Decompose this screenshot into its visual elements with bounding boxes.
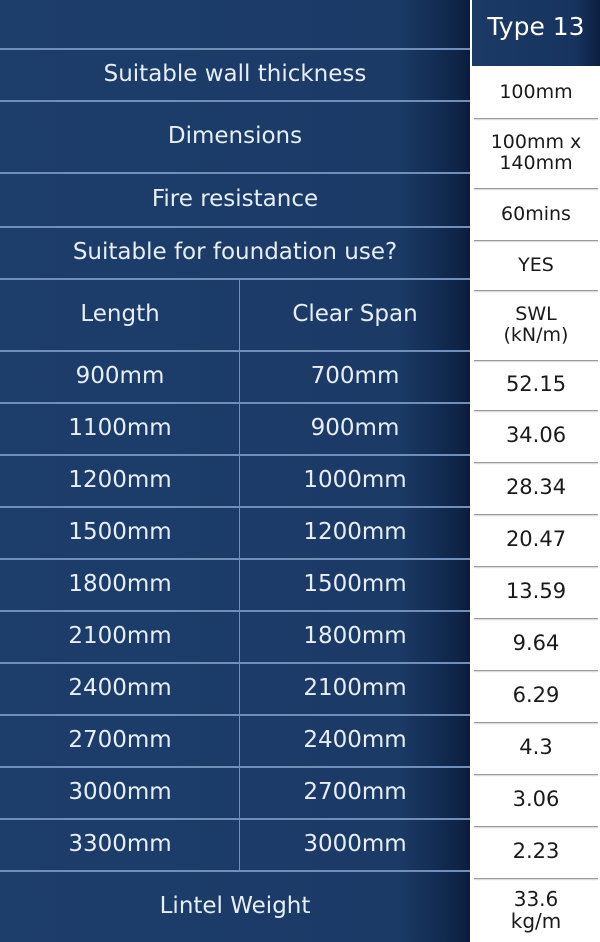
cell-length: 1100mm xyxy=(68,415,172,441)
row-divider xyxy=(0,610,470,612)
row-divider xyxy=(474,514,598,515)
row-divider xyxy=(474,118,598,119)
row-divider xyxy=(0,766,470,768)
cell-clear-span: 700mm xyxy=(310,363,400,389)
cell-swl: 20.47 xyxy=(505,527,567,552)
row-divider xyxy=(474,462,598,463)
row-divider xyxy=(474,290,598,291)
lintel-weight-label: Lintel Weight xyxy=(159,893,311,919)
row-divider xyxy=(0,558,470,560)
column-divider xyxy=(239,278,240,870)
row-divider xyxy=(0,226,470,228)
cell-length: 3000mm xyxy=(68,779,172,805)
cell-clear-span: 2100mm xyxy=(303,675,407,701)
cell-clear-span: 2400mm xyxy=(303,727,407,753)
cell-length: 1800mm xyxy=(68,571,172,597)
row-divider xyxy=(474,878,598,879)
spec-label: Fire resistance xyxy=(151,186,319,212)
cell-length: 3300mm xyxy=(68,831,172,857)
spec-value: YES xyxy=(518,253,554,276)
row-divider xyxy=(474,240,598,241)
cell-clear-span: 1000mm xyxy=(303,467,407,493)
column-header-swl: SWL (kN/m) xyxy=(503,303,569,346)
spec-label: Dimensions xyxy=(167,123,303,149)
cell-swl: 3.06 xyxy=(512,787,560,812)
cell-length: 1500mm xyxy=(68,519,172,545)
cell-clear-span: 1200mm xyxy=(303,519,407,545)
lintel-weight-value: 33.6 kg/m xyxy=(510,887,562,933)
column-header-clear-span: Clear Span xyxy=(292,301,418,327)
cell-swl: 28.34 xyxy=(505,475,567,500)
spec-label: Suitable for foundation use? xyxy=(72,239,398,265)
row-divider xyxy=(0,172,470,174)
cell-clear-span: 900mm xyxy=(310,415,400,441)
spec-label: Suitable wall thickness xyxy=(103,61,367,87)
cell-swl: 34.06 xyxy=(505,423,567,448)
row-divider xyxy=(0,506,470,508)
row-divider xyxy=(474,722,598,723)
cell-length: 900mm xyxy=(75,363,165,389)
row-divider xyxy=(0,714,470,716)
row-divider xyxy=(474,618,598,619)
cell-length: 1200mm xyxy=(68,467,172,493)
row-divider xyxy=(474,360,598,361)
cell-clear-span: 1500mm xyxy=(303,571,407,597)
column-header-length: Length xyxy=(80,301,160,327)
row-divider xyxy=(0,100,470,102)
spec-value: 100mm x 140mm xyxy=(490,131,582,174)
row-divider xyxy=(0,818,470,820)
cell-length: 2100mm xyxy=(68,623,172,649)
cell-clear-span: 3000mm xyxy=(303,831,407,857)
row-divider xyxy=(474,774,598,775)
spec-table-labels xyxy=(0,0,470,942)
type-header xyxy=(472,0,600,66)
cell-swl: 52.15 xyxy=(505,372,567,397)
row-divider xyxy=(0,870,470,872)
spec-value: 60mins xyxy=(501,202,571,225)
cell-swl: 2.23 xyxy=(512,839,560,864)
spec-value: 100mm xyxy=(499,80,573,103)
row-divider xyxy=(474,188,598,189)
row-divider xyxy=(0,402,470,404)
cell-swl: 6.29 xyxy=(512,683,560,708)
cell-swl: 9.64 xyxy=(512,631,560,656)
row-divider xyxy=(0,454,470,456)
cell-swl: 13.59 xyxy=(505,579,567,604)
row-divider xyxy=(474,670,598,671)
row-divider xyxy=(474,826,598,827)
cell-clear-span: 1800mm xyxy=(303,623,407,649)
row-divider xyxy=(0,48,470,50)
cell-clear-span: 2700mm xyxy=(303,779,407,805)
cell-length: 2400mm xyxy=(68,675,172,701)
row-divider xyxy=(0,278,470,280)
row-divider xyxy=(0,662,470,664)
row-divider xyxy=(0,350,470,352)
row-divider xyxy=(474,410,598,411)
cell-length: 2700mm xyxy=(68,727,172,753)
cell-swl: 4.3 xyxy=(519,735,553,760)
type-label: Type 13 xyxy=(487,11,585,41)
row-divider xyxy=(474,566,598,567)
